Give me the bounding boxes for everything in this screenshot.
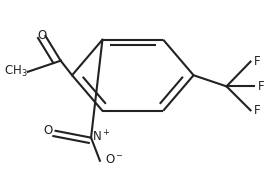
Text: N$^+$: N$^+$: [92, 129, 111, 144]
Text: O$^-$: O$^-$: [105, 153, 124, 166]
Text: O: O: [44, 124, 53, 137]
Text: CH$_3$: CH$_3$: [4, 64, 28, 79]
Text: F: F: [254, 55, 261, 68]
Text: O: O: [38, 29, 47, 42]
Text: F: F: [258, 80, 265, 93]
Text: F: F: [254, 104, 261, 117]
